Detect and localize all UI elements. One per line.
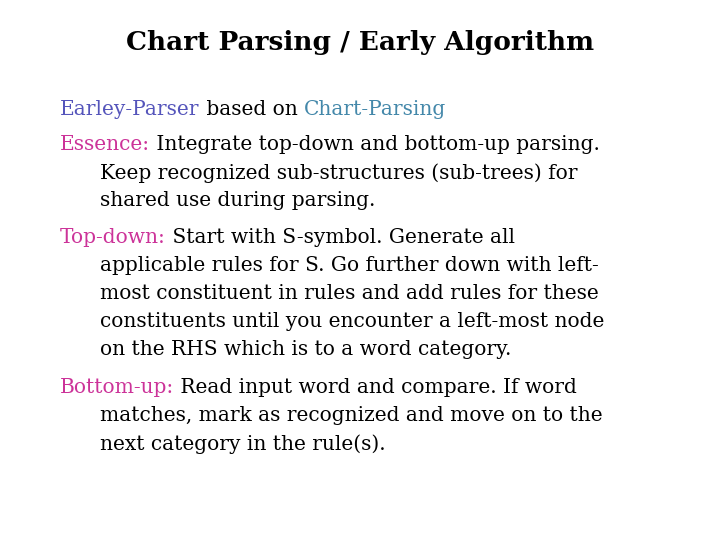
Text: Chart-Parsing: Chart-Parsing: [304, 100, 446, 119]
Text: Start with S-symbol. Generate all: Start with S-symbol. Generate all: [166, 228, 515, 247]
Text: most constituent in rules and add rules for these: most constituent in rules and add rules …: [100, 284, 599, 303]
Text: constituents until you encounter a left-most node: constituents until you encounter a left-…: [100, 312, 604, 331]
Text: shared use during parsing.: shared use during parsing.: [100, 191, 375, 210]
Text: Earley-Parser: Earley-Parser: [60, 100, 199, 119]
Text: Bottom-up:: Bottom-up:: [60, 378, 174, 397]
Text: matches, mark as recognized and move on to the: matches, mark as recognized and move on …: [100, 406, 603, 425]
Text: based on: based on: [199, 100, 304, 119]
Text: Keep recognized sub-structures (sub-trees) for: Keep recognized sub-structures (sub-tree…: [100, 163, 577, 183]
Text: Top-down:: Top-down:: [60, 228, 166, 247]
Text: next category in the rule(s).: next category in the rule(s).: [100, 434, 386, 454]
Text: on the RHS which is to a word category.: on the RHS which is to a word category.: [100, 340, 511, 359]
Text: Read input word and compare. If word: Read input word and compare. If word: [174, 378, 577, 397]
Text: Essence:: Essence:: [60, 135, 150, 154]
Text: applicable rules for S. Go further down with left-: applicable rules for S. Go further down …: [100, 256, 599, 275]
Text: Integrate top-down and bottom-up parsing.: Integrate top-down and bottom-up parsing…: [150, 135, 600, 154]
Text: Chart Parsing / Early Algorithm: Chart Parsing / Early Algorithm: [126, 30, 594, 55]
